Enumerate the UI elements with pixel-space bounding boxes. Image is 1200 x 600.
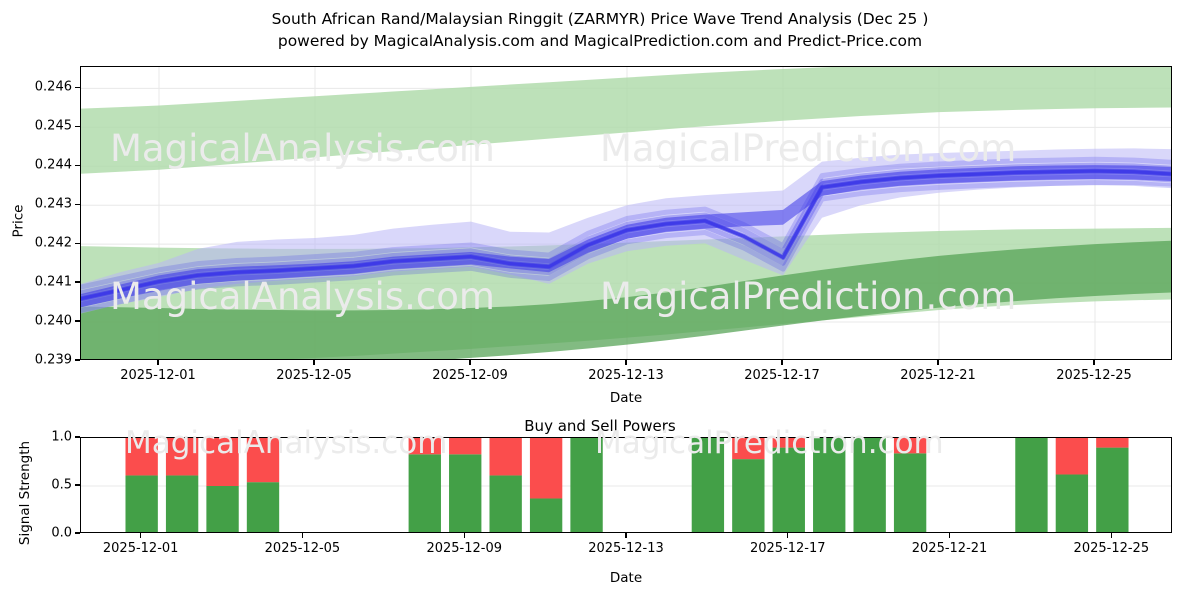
y-tick-mark-main <box>75 242 80 244</box>
chart-title-block: South African Rand/Malaysian Ringgit (ZA… <box>0 8 1200 52</box>
y-tick-label-main: 0.239 <box>34 352 72 368</box>
y-tick-mark-main <box>75 86 80 89</box>
y-tick-label-main: 0.246 <box>34 79 72 95</box>
x-tick-label-main: 2025-12-09 <box>432 368 508 383</box>
x-tick-mark-bars <box>787 533 789 538</box>
y-tick-mark-main <box>75 281 80 283</box>
x-tick-mark-main <box>781 360 783 365</box>
y-tick-label-bars: 0.0 <box>51 525 72 541</box>
x-tick-label-main: 2025-12-05 <box>276 368 352 383</box>
y-tick-mark-main <box>75 125 80 127</box>
y-tick-mark-bars <box>75 484 80 486</box>
y-tick-mark-bars <box>75 436 80 438</box>
x-tick-label-main: 2025-12-17 <box>744 368 820 383</box>
y-axis-label-signal-strength: Signal Strength <box>17 440 34 546</box>
x-tick-label-bars: 2025-12-05 <box>264 541 341 556</box>
x-tick-mark-main <box>625 360 627 365</box>
x-tick-mark-main <box>937 360 939 365</box>
bars-chart-title: Buy and Sell Powers <box>524 417 676 435</box>
y-tick-label-main: 0.241 <box>34 274 72 290</box>
x-axis-label-date-main: Date <box>609 390 643 406</box>
x-tick-mark-main <box>469 360 471 365</box>
y-tick-mark-main <box>75 164 80 166</box>
y-tick-label-bars: 0.5 <box>51 477 72 493</box>
x-tick-label-main: 2025-12-25 <box>1056 368 1132 383</box>
x-tick-label-main: 2025-12-13 <box>588 368 664 383</box>
y-tick-label-main: 0.240 <box>34 313 72 329</box>
x-tick-label-bars: 2025-12-25 <box>1073 541 1150 556</box>
x-tick-mark-bars <box>301 533 304 538</box>
x-tick-mark-main <box>157 360 159 365</box>
y-tick-label-main: 0.244 <box>34 157 72 173</box>
y-tick-label-main: 0.243 <box>34 196 72 212</box>
x-tick-label-main: 2025-12-21 <box>900 368 976 383</box>
y-tick-mark-main <box>75 359 80 361</box>
y-tick-mark-main <box>75 320 80 322</box>
x-tick-label-bars: 2025-12-21 <box>911 541 988 556</box>
y-tick-mark-bars <box>75 532 80 534</box>
buy-sell-powers-plot-area <box>80 437 1172 533</box>
x-tick-label-main: 2025-12-01 <box>120 368 196 383</box>
x-tick-mark-main <box>313 360 315 365</box>
y-axis-label-price: Price <box>10 204 27 238</box>
x-tick-mark-bars <box>140 533 142 538</box>
y-tick-label-main: 0.242 <box>34 235 72 251</box>
x-tick-label-bars: 2025-12-13 <box>588 541 664 556</box>
x-tick-mark-main <box>1093 360 1095 365</box>
y-tick-label-bars: 1.0 <box>51 429 72 445</box>
x-tick-label-bars: 2025-12-01 <box>102 541 179 556</box>
page-title: South African Rand/Malaysian Ringgit (ZA… <box>271 10 929 28</box>
x-tick-label-bars: 2025-12-17 <box>749 541 826 556</box>
price-wave-svg <box>81 67 1171 359</box>
x-tick-mark-bars <box>948 533 951 538</box>
x-tick-mark-bars <box>625 533 627 538</box>
x-tick-label-bars: 2025-12-09 <box>426 541 502 556</box>
y-tick-label-main: 0.245 <box>34 118 72 134</box>
x-tick-mark-bars <box>1110 533 1112 538</box>
page-subtitle: powered by MagicalAnalysis.com and Magic… <box>277 32 923 50</box>
x-tick-mark-bars <box>463 533 465 538</box>
price-wave-chart-plot-area <box>80 66 1172 360</box>
buy-sell-powers-svg <box>81 438 1171 532</box>
x-axis-label-date-bars: Date <box>609 570 643 586</box>
y-tick-mark-main <box>75 203 80 205</box>
